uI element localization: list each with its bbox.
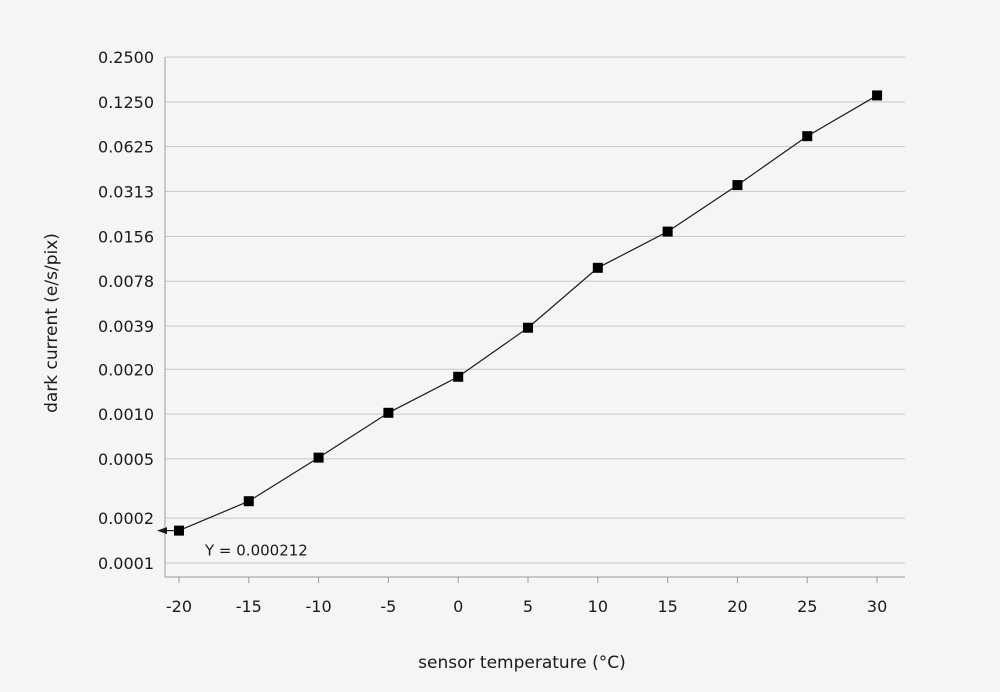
y-tick-label: 0.0313	[98, 182, 154, 201]
y-tick-label: 0.0010	[98, 405, 154, 424]
data-point	[523, 322, 534, 333]
data-point	[243, 496, 254, 507]
y-tick-label: 0.0020	[98, 360, 154, 379]
data-point	[313, 452, 324, 463]
axes	[164, 57, 905, 583]
data-point	[662, 226, 673, 237]
data-point	[872, 90, 883, 101]
x-tick-label: 25	[797, 597, 817, 616]
y-tick-label: 0.1250	[98, 93, 154, 112]
x-tick-label: 5	[523, 597, 533, 616]
data-point	[802, 131, 813, 142]
x-tick-label: 30	[867, 597, 887, 616]
x-tick-label: -15	[236, 597, 262, 616]
y-tick-label: 0.0625	[98, 138, 154, 157]
x-tick-labels: -20 -15 -10 -5 0 5 10 15 20 25 30	[166, 597, 887, 616]
x-tick-label: 15	[657, 597, 677, 616]
y-tick-label: 0.0005	[98, 450, 154, 469]
data-point	[453, 371, 464, 382]
x-axis-label: sensor temperature (°C)	[418, 653, 626, 673]
data-point	[732, 180, 743, 191]
series-line	[178, 94, 878, 532]
annotation: Y = 0.000212	[157, 527, 308, 560]
data-point	[592, 262, 603, 273]
y-tick-labels: 0.0001 0.0002 0.0005 0.0010 0.0020 0.0039 0.00…	[98, 48, 154, 573]
x-tick-label: -10	[306, 597, 332, 616]
data-point	[173, 525, 184, 536]
y-tick-label: 0.0039	[98, 317, 154, 336]
x-tick-label: -5	[380, 597, 396, 616]
y-tick-label: 0.0156	[98, 227, 154, 246]
x-tick-label: 0	[453, 597, 463, 616]
x-tick-label: 20	[727, 597, 747, 616]
x-tick-label: -20	[166, 597, 192, 616]
y-axis-label: dark current (e/s/pix)	[42, 233, 62, 413]
series	[173, 90, 883, 536]
annotation-arrowhead	[157, 527, 167, 535]
y-tick-label: 0.0078	[98, 272, 154, 291]
data-point	[383, 407, 394, 418]
grid-lines	[165, 56, 905, 564]
annotation-label: Y = 0.000212	[204, 542, 308, 560]
y-tick-label: 0.0001	[98, 554, 154, 573]
x-tick-label: 10	[588, 597, 608, 616]
y-tick-label: 0.2500	[98, 48, 154, 67]
y-tick-label: 0.0002	[98, 509, 154, 528]
